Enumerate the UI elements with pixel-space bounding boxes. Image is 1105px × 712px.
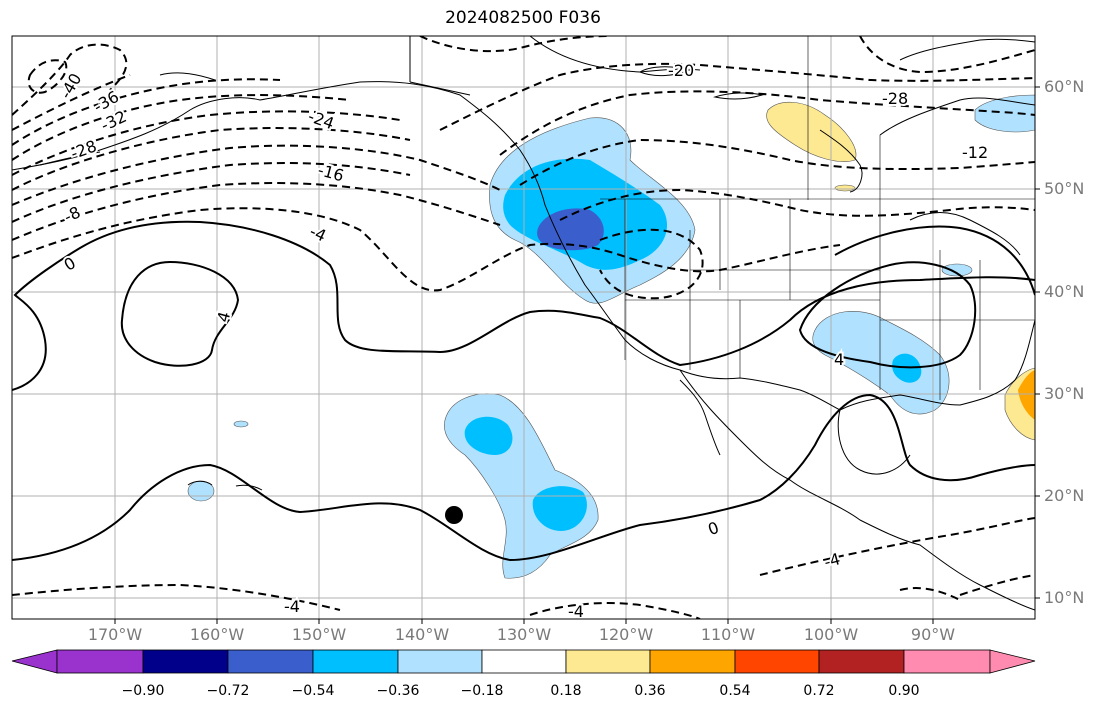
colorbar-segment xyxy=(397,649,483,674)
colorbar xyxy=(11,649,1036,674)
contour-label: -4 xyxy=(568,602,584,621)
colorbar-tick-label: −0.90 xyxy=(121,683,165,699)
contour-label: -12 xyxy=(962,143,988,162)
colorbar-extend-max xyxy=(989,649,1036,674)
lon-label: 150°W xyxy=(291,625,347,644)
map-title: 2024082500 F036 xyxy=(445,8,601,28)
colorbar-tick-label: −0.54 xyxy=(291,683,335,699)
colorbar-tick-label: 0.90 xyxy=(888,683,920,699)
contour-label: -20 xyxy=(668,61,694,80)
lon-label: 120°W xyxy=(598,625,654,644)
colorbar-segment xyxy=(227,649,314,674)
lon-label: 160°W xyxy=(189,625,245,644)
anomaly-region xyxy=(941,263,973,277)
lat-label: 20°N xyxy=(1044,486,1085,505)
anomaly-region xyxy=(1018,370,1035,420)
colorbar-tick-label: 0.36 xyxy=(634,683,666,699)
lat-label: 40°N xyxy=(1044,282,1085,301)
colorbar-tick-label: −0.72 xyxy=(206,683,250,699)
colorbar-segment xyxy=(56,649,144,674)
contour-label: -4 xyxy=(284,597,300,616)
axis-ticks xyxy=(114,86,1040,624)
anomaly-region xyxy=(464,416,513,455)
contour-label: -28 xyxy=(882,89,908,108)
anomaly-region xyxy=(766,101,857,162)
lat-label: 30°N xyxy=(1044,384,1085,403)
lon-label: 140°W xyxy=(394,625,450,644)
colorbar-segment xyxy=(903,649,991,674)
colorbar-tick-label: 0.18 xyxy=(550,683,582,699)
colorbar-segment xyxy=(481,649,567,674)
colorbar-extend-min xyxy=(11,649,58,674)
anomaly-region xyxy=(812,310,950,415)
graticule xyxy=(12,36,1035,619)
colorbar-tick-label: 0.54 xyxy=(719,683,751,699)
anomaly-region xyxy=(233,420,249,428)
colorbar-tick-label: −0.18 xyxy=(460,683,504,699)
colorbar-segment xyxy=(818,649,905,674)
anomaly-region xyxy=(974,94,1035,133)
storm-center-dot xyxy=(445,506,463,524)
anomaly-region xyxy=(537,208,604,251)
lat-label: 50°N xyxy=(1044,179,1085,198)
lon-label: 170°W xyxy=(87,625,143,644)
colorbar-tick-label: −0.36 xyxy=(376,683,420,699)
colorbar-segment xyxy=(565,649,651,674)
lon-label: 110°W xyxy=(700,625,756,644)
colorbar-segment xyxy=(649,649,736,674)
colorbar-tick-label: 0.72 xyxy=(803,683,835,699)
lon-label: 130°W xyxy=(496,625,552,644)
anomaly-region xyxy=(834,184,856,192)
contour-label: 4 xyxy=(834,350,844,369)
lat-label: 10°N xyxy=(1044,588,1085,607)
contour-lines xyxy=(12,36,1035,619)
colorbar-segment xyxy=(142,649,229,674)
anomaly-region xyxy=(532,486,587,531)
lon-label: 100°W xyxy=(803,625,859,644)
colorbar-segment xyxy=(312,649,399,674)
coastlines xyxy=(12,36,1035,611)
lat-label: 60°N xyxy=(1044,77,1085,96)
lon-label: 90°W xyxy=(910,625,956,644)
colorbar-segment xyxy=(734,649,820,674)
